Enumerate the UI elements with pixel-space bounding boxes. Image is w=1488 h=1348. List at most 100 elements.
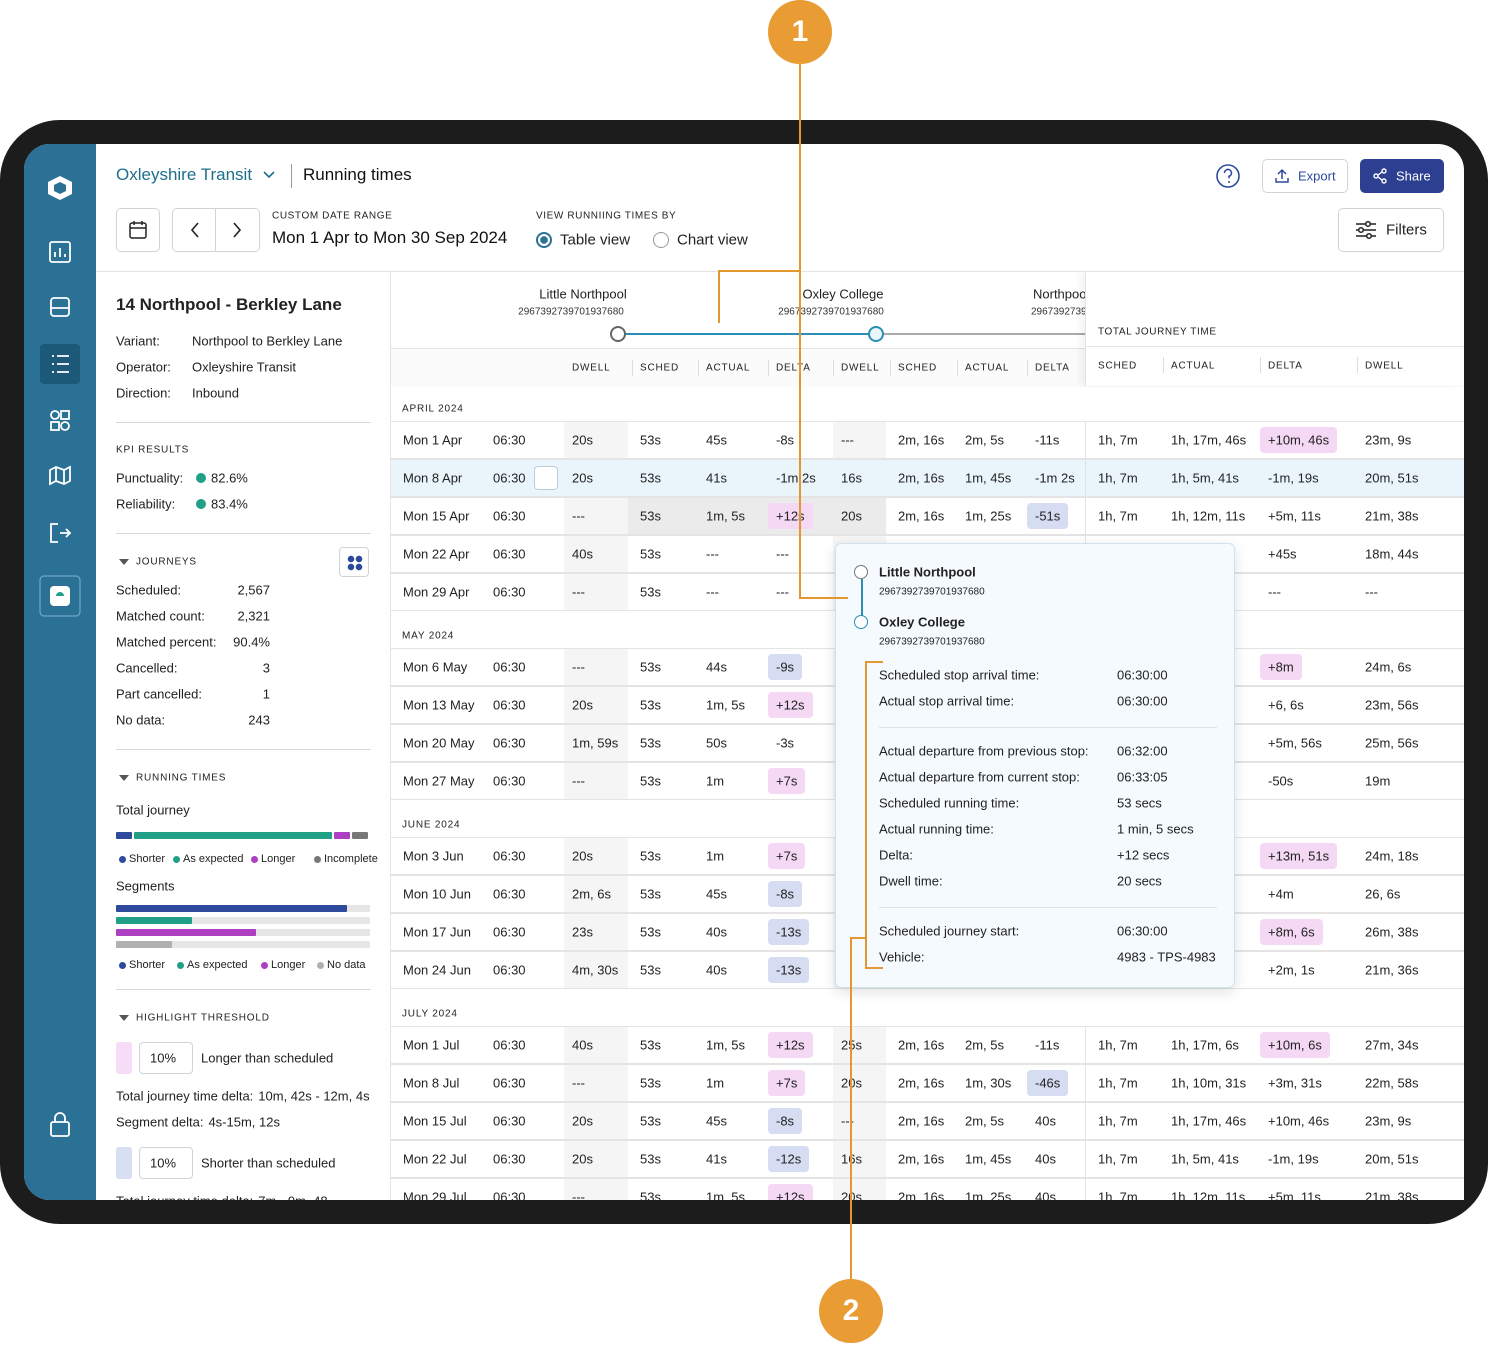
month-row [391,992,1464,1026]
cell: 1m, 45s [965,1151,1012,1167]
tooltip-value: 20 secs [1117,873,1162,889]
route-line [876,333,1086,335]
journeys-view-button[interactable] [339,547,369,577]
cell: +10m, 46s [1268,1113,1330,1129]
cell: 1m, 30s [965,1075,1012,1091]
kpi-check [196,499,206,509]
dwell-column [564,498,628,534]
export-icon [1275,168,1289,183]
calendar-button[interactable] [116,208,160,252]
dwell-column [564,422,628,458]
cell: 23m, 56s [1365,697,1419,713]
row-date: Mon 24 Jun [403,962,471,978]
threshold-percent[interactable]: 10% [150,1155,177,1171]
cell: 1h, 17m, 46s [1171,432,1247,448]
total-separator [1085,1141,1086,1177]
share-label[interactable]: Share [1396,168,1431,184]
nav-bus[interactable] [50,297,70,317]
nav-map[interactable] [49,465,71,486]
badge [819,1279,883,1343]
brand-chevron[interactable] [262,170,276,180]
threshold-input[interactable] [139,1042,193,1074]
cell: 53s [640,962,661,978]
help-icon[interactable] [1215,163,1241,189]
export-button[interactable] [1262,159,1348,193]
cell: 53s [640,1113,661,1129]
cell: 45s [706,432,727,448]
section-title: HIGHLIGHT THRESHOLD [136,1012,270,1024]
nav-apps[interactable] [50,410,70,431]
cell: 2m, 6s [572,886,612,902]
badge-label: 2 [843,1294,860,1327]
nav-lock[interactable] [50,1121,70,1137]
journey-value: 3 [262,660,270,676]
legend-dot [173,856,180,863]
info-label: Direction: [116,385,171,401]
table-row [391,1178,1464,1200]
row-action[interactable] [534,466,558,490]
total-separator [1085,460,1086,496]
nav-exit[interactable] [50,523,72,543]
column-separator [1260,357,1261,373]
row-time: 06:30 [493,848,526,864]
cell: +7s [776,773,798,789]
threshold-input[interactable] [139,1147,193,1179]
tooltip-value: 06:30:00 [1117,923,1168,939]
tooltip-stop-id: 2967392739701937680 [879,636,985,648]
cell: 53s [640,1189,661,1201]
radio-label[interactable]: Table view [560,231,631,249]
cell: 2m, 16s [898,1113,945,1129]
legend-dot [119,962,126,969]
cell: 20m, 51s [1365,1151,1419,1167]
cell: +45s [1268,546,1297,562]
column-header: DELTA [1268,360,1303,372]
cell: 53s [640,1151,661,1167]
cell: 1h, 7m [1098,470,1138,486]
highlight-chip [768,1146,810,1172]
collapse-toggle[interactable] [119,1015,129,1021]
nav-app[interactable] [39,575,81,617]
cell: +12s [776,508,805,524]
threshold-percent[interactable]: 10% [150,1050,177,1066]
cell: 2m, 16s [898,1151,945,1167]
cell: -8s [776,432,795,448]
filters-label[interactable]: Filters [1386,221,1427,239]
column-header: DWELL [841,362,880,374]
title-separator [291,164,292,188]
export-label[interactable]: Export [1298,168,1336,184]
tooltip-label: Vehicle: [879,949,925,965]
highlight-chip [768,843,806,869]
highlight-chip [1027,1070,1069,1096]
next-button[interactable] [215,208,260,252]
section-title: RUNNING TIMES [136,772,227,784]
cell: -46s [1035,1075,1061,1091]
divider [116,749,371,750]
row-date: Mon 15 Apr [403,508,470,524]
row-time: 06:30 [493,697,526,713]
row-time: 06:30 [493,1151,526,1167]
brand[interactable]: Oxleyshire Transit [116,165,253,184]
journey-label: Matched count: [116,608,205,624]
tooltip-label: Actual departure from previous stop: [879,743,1089,759]
filters-button[interactable] [1338,208,1444,252]
row-time: 06:30 [493,735,526,751]
cell: -13s [776,962,802,978]
route-title: 14 Northpool - Berkley Lane [116,295,342,314]
cell: 50s [706,735,727,751]
cell: +8m [1268,659,1294,675]
total-title: TOTAL JOURNEY TIME [1098,326,1217,338]
legend-label: Incomplete [324,853,378,865]
tooltip-value: 1 min, 5 secs [1117,821,1194,837]
collapse-toggle[interactable] [119,775,129,781]
cell: 1m, 5s [706,1037,746,1053]
tooltip-stop-id: 2967392739701937680 [879,586,985,598]
cell: 4m, 30s [572,962,619,978]
radio[interactable] [536,232,552,248]
cell: --- [572,508,585,524]
radio-label[interactable]: Chart view [677,231,748,249]
threshold-line-value: 7m - 9m, 48 [258,1194,327,1201]
collapse-toggle[interactable] [119,559,129,565]
column-header: SCHED [1098,360,1138,372]
radio[interactable] [653,232,669,248]
nav-reports[interactable] [49,241,71,263]
